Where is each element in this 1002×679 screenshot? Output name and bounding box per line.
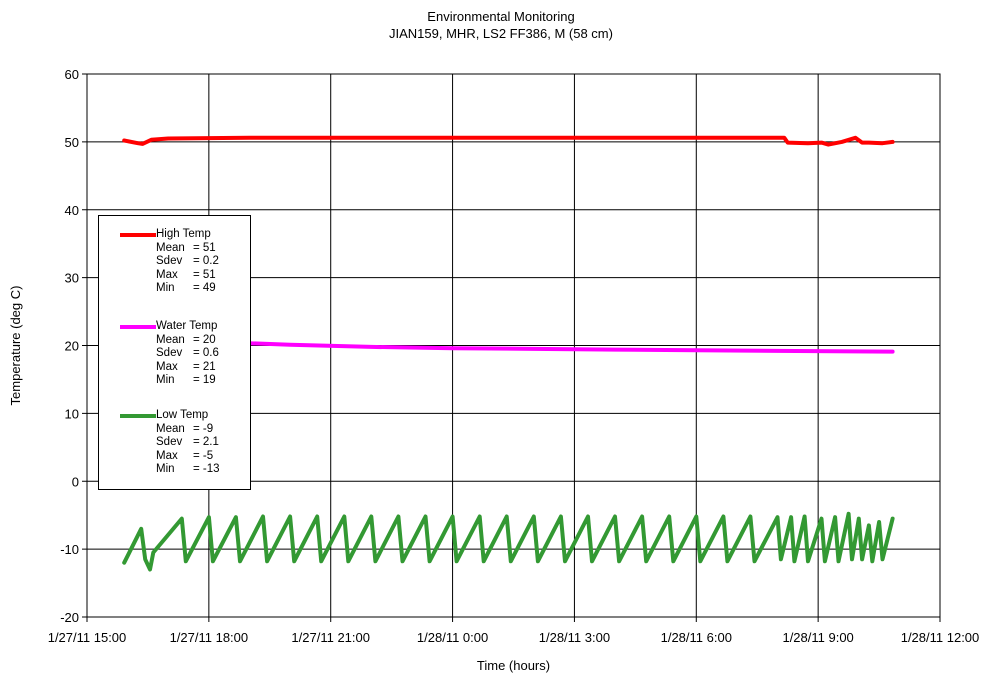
chart-title: Environmental Monitoring JIAN159, MHR, L… [0, 8, 1002, 42]
chart-title-line1: Environmental Monitoring [427, 9, 575, 24]
legend-label-water-temp: Water Temp [156, 320, 218, 332]
legend-label-low-temp: Low Temp [156, 409, 209, 421]
legend-stat-min: Min = -13 [156, 463, 220, 475]
y-tick-label: 40 [65, 203, 79, 218]
legend: High Temp Mean = 51 Sdev = 0.2 Max = 51 Min = 49… [98, 215, 251, 490]
y-tick-label: 20 [65, 339, 79, 354]
y-tick-label: 10 [65, 406, 79, 421]
legend-swatch-low-temp [120, 414, 156, 418]
x-tick-label: 1/28/11 0:00 [417, 630, 488, 645]
x-tick-label: 1/27/11 21:00 [291, 630, 370, 645]
legend-stat-mean: Mean = -9 [156, 422, 214, 435]
low-temp-line [122, 511, 895, 572]
series-layer [122, 135, 895, 572]
legend-swatch-water-temp [120, 325, 156, 329]
y-tick-label: -10 [60, 542, 79, 557]
x-axis-label: Time (hours) [477, 658, 550, 673]
legend-stat-sdev: Sdev = 2.1 [156, 436, 219, 448]
y-tick-label: -20 [60, 610, 79, 625]
x-tick-label: 1/28/11 3:00 [539, 630, 610, 645]
x-tick-label: 1/27/11 15:00 [48, 630, 127, 645]
tick-labels: -20 -10 0 10 20 30 40 50 60 1/27/11 15:00 1/27/11 … [48, 67, 980, 645]
water-temp-line [217, 340, 895, 354]
legend-label-high-temp: High Temp [156, 228, 211, 240]
legend-stat-max: Max = -5 [156, 449, 214, 462]
legend-stat-min: Min = 19 [156, 374, 216, 386]
legend-stat-mean: Mean = 51 [156, 241, 216, 254]
y-axis-label: Temperature (deg C) [8, 286, 23, 406]
legend-swatch-high-temp [120, 233, 156, 237]
legend-stat-min: Min = 49 [156, 282, 216, 294]
legend-stat-sdev: Sdev = 0.2 [156, 255, 219, 267]
legend-stat-mean: Mean = 20 [156, 333, 216, 346]
y-tick-label: 50 [65, 135, 79, 150]
legend-stat-max: Max = 21 [156, 360, 216, 373]
chart-title-line2: JIAN159, MHR, LS2 FF386, M (58 cm) [389, 26, 613, 41]
x-tick-label: 1/27/11 18:00 [170, 630, 249, 645]
y-tick-label: 60 [65, 67, 79, 82]
high-temp-line [122, 135, 895, 147]
x-tick-label: 1/28/11 9:00 [782, 630, 853, 645]
legend-stat-max: Max = 51 [156, 268, 216, 281]
y-tick-label: 0 [72, 474, 79, 489]
y-tick-label: 30 [65, 271, 79, 286]
x-tick-label: 1/28/11 6:00 [661, 630, 732, 645]
x-tick-label: 1/28/11 12:00 [901, 630, 980, 645]
legend-stat-sdev: Sdev = 0.6 [156, 347, 219, 359]
